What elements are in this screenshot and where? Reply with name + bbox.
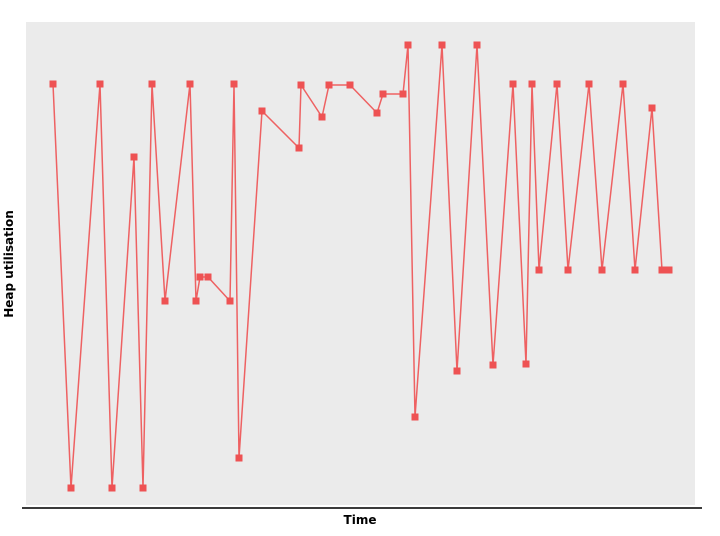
data-point-marker (528, 80, 536, 88)
data-point-marker (297, 81, 305, 89)
plot-area (26, 22, 695, 505)
data-point-marker (453, 367, 461, 375)
data-point-marker (509, 80, 517, 88)
data-point-marker (658, 266, 666, 274)
data-point-marker (489, 361, 497, 369)
data-point-marker (96, 80, 104, 88)
data-point-marker (665, 266, 673, 274)
data-point-marker (192, 297, 200, 305)
data-point-marker (379, 90, 387, 98)
data-point-marker (522, 360, 530, 368)
data-point-marker (438, 41, 446, 49)
data-point-marker (148, 80, 156, 88)
data-point-marker (585, 80, 593, 88)
data-point-marker (535, 266, 543, 274)
data-point-marker (108, 484, 116, 492)
data-point-marker (258, 107, 266, 115)
data-point-marker (204, 273, 212, 281)
data-point-marker (648, 104, 656, 112)
data-point-marker (186, 80, 194, 88)
data-point-marker (67, 484, 75, 492)
y-axis-label: Heap utilisation (2, 210, 16, 318)
data-point-marker (325, 81, 333, 89)
data-point-marker (346, 81, 354, 89)
data-point-marker (139, 484, 147, 492)
data-point-marker (598, 266, 606, 274)
x-axis-spine (22, 507, 702, 509)
data-point-marker (226, 297, 234, 305)
data-point-marker (631, 266, 639, 274)
heap-line (52, 44, 669, 489)
data-point-marker (404, 41, 412, 49)
data-point-marker (161, 297, 169, 305)
data-point-marker (373, 109, 381, 117)
data-point-marker (399, 90, 407, 98)
data-point-marker (553, 80, 561, 88)
x-axis-label: Time (343, 513, 377, 527)
data-point-marker (196, 273, 204, 281)
data-point-marker (295, 144, 303, 152)
data-point-marker (235, 454, 243, 462)
data-point-marker (130, 153, 138, 161)
data-point-marker (564, 266, 572, 274)
heap-series-svg (49, 41, 673, 492)
data-point-marker (619, 80, 627, 88)
data-point-marker (318, 113, 326, 121)
data-point-marker (411, 413, 419, 421)
data-point-marker (49, 80, 57, 88)
data-point-marker (230, 80, 238, 88)
data-point-marker (473, 41, 481, 49)
